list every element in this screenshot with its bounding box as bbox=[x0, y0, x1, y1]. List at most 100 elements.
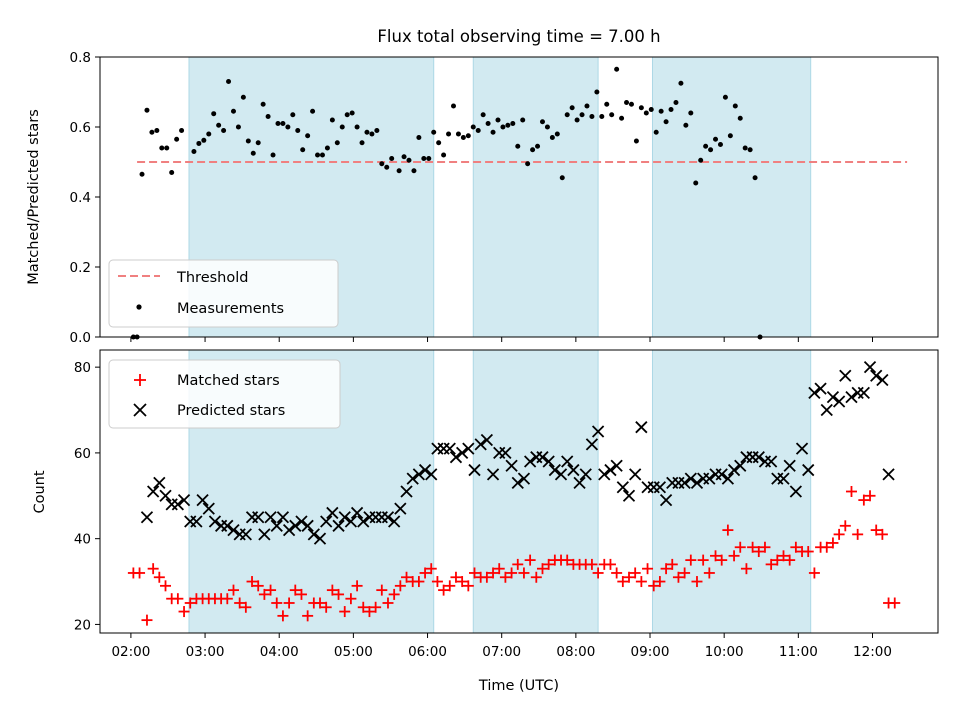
predicted-star-point bbox=[734, 459, 747, 472]
measurement-point bbox=[678, 80, 684, 86]
measurement-point bbox=[554, 131, 560, 137]
measurements-legend-swatch bbox=[136, 304, 142, 310]
measurement-point bbox=[411, 168, 417, 174]
measurement-point bbox=[164, 145, 170, 151]
matched-star-point bbox=[728, 550, 740, 562]
matched-star-point bbox=[648, 580, 660, 592]
x-tick-label: 10:00 bbox=[705, 644, 744, 660]
matched-star-point bbox=[536, 563, 548, 575]
y-tick-label: 0.4 bbox=[70, 190, 91, 206]
measurement-point bbox=[495, 117, 501, 123]
predicted-star-point bbox=[153, 476, 166, 490]
measurement-point bbox=[475, 128, 481, 133]
measurement-point bbox=[727, 133, 733, 139]
measurement-point bbox=[374, 128, 380, 133]
measurement-point bbox=[329, 117, 335, 123]
matched-star-point bbox=[623, 571, 635, 583]
matched-star-point bbox=[734, 541, 746, 553]
measurement-point bbox=[191, 149, 197, 154]
count-y-ticks: 20 40 60 80 bbox=[74, 360, 100, 633]
predicted-star-point bbox=[320, 515, 333, 528]
matched-star-point bbox=[635, 576, 647, 588]
predicted-star-point bbox=[239, 528, 252, 541]
matched-star-point bbox=[710, 550, 722, 562]
predicted-star-point bbox=[876, 373, 889, 387]
x-tick-label: 03:00 bbox=[186, 644, 225, 660]
measurement-point bbox=[319, 152, 325, 158]
y-tick-label: 40 bbox=[74, 532, 91, 548]
matched-star-point bbox=[802, 546, 814, 558]
predicted-star-point bbox=[870, 369, 883, 382]
measurement-point bbox=[544, 124, 550, 130]
predicted-star-point bbox=[388, 515, 401, 528]
predicted-star-point bbox=[622, 489, 636, 502]
measurement-point bbox=[584, 103, 590, 109]
matched-star-point bbox=[672, 571, 684, 583]
matched-star-point bbox=[314, 597, 326, 609]
matched-star-point bbox=[283, 597, 295, 609]
matched-star-point bbox=[271, 597, 283, 609]
ratio-panel: Flux total observing time = 7.00 h 0.00.… bbox=[26, 27, 939, 346]
measurement-point bbox=[401, 154, 407, 160]
measurement-point bbox=[369, 131, 375, 137]
measurement-point bbox=[154, 128, 160, 133]
predicted-star-point bbox=[381, 511, 395, 524]
predicted-star-point bbox=[443, 442, 456, 455]
matched-star-point bbox=[339, 606, 351, 618]
matched-star-point bbox=[889, 597, 901, 609]
matched-star-point bbox=[586, 558, 598, 570]
matched-star-point bbox=[438, 584, 450, 596]
predicted-star-point bbox=[350, 506, 364, 520]
y-tick-label: 20 bbox=[74, 617, 91, 633]
measurement-point bbox=[614, 66, 620, 72]
predicted-star-point bbox=[270, 519, 283, 532]
predicted-star-point bbox=[814, 382, 827, 395]
measurement-point bbox=[255, 140, 261, 146]
measurement-point bbox=[574, 117, 580, 123]
matched-star-point bbox=[141, 614, 153, 626]
predicted-star-point bbox=[357, 515, 370, 528]
predicted-star-point bbox=[882, 468, 895, 481]
predicted-star-point bbox=[289, 519, 302, 532]
x-tick-label: 04:00 bbox=[260, 644, 299, 660]
measurement-point bbox=[539, 119, 545, 125]
predicted-star-point bbox=[282, 523, 296, 537]
predicted-star-point bbox=[653, 481, 667, 494]
matched-star-point bbox=[685, 554, 697, 566]
predicted-star-point bbox=[659, 493, 673, 507]
predicted-star-point bbox=[394, 502, 407, 515]
predicted-star-point bbox=[462, 442, 475, 455]
matched-star-point bbox=[679, 567, 691, 579]
measurement-point bbox=[305, 133, 311, 139]
matched-star-point bbox=[512, 558, 524, 570]
predicted-star-point bbox=[147, 485, 160, 498]
predicted-star-point bbox=[561, 455, 574, 468]
matched-star-point bbox=[691, 576, 703, 588]
predicted-star-point bbox=[456, 446, 469, 460]
predicted-star-point bbox=[721, 472, 735, 485]
matched-star-point bbox=[419, 567, 431, 579]
x-tick-label: 06:00 bbox=[408, 644, 447, 660]
matched-star-point bbox=[444, 580, 456, 592]
measurement-point bbox=[226, 79, 232, 84]
predicted-star-point bbox=[505, 459, 518, 472]
ratio-legend: Threshold Measurements bbox=[108, 259, 339, 328]
predicted-star-point bbox=[258, 528, 271, 541]
predicted-star-point bbox=[517, 472, 531, 485]
measurement-point bbox=[510, 121, 516, 126]
measurement-point bbox=[339, 124, 345, 130]
measurement-point bbox=[240, 94, 246, 100]
matched-star-point bbox=[629, 567, 641, 579]
predicted-star-point bbox=[845, 391, 858, 404]
measurement-point bbox=[245, 138, 251, 144]
predicted-star-point bbox=[468, 463, 481, 477]
measurement-point bbox=[619, 115, 625, 121]
x-tick-label: 09:00 bbox=[631, 644, 670, 660]
matched-star-point bbox=[160, 580, 172, 592]
observing-window-3 bbox=[651, 349, 812, 634]
measurement-point bbox=[344, 112, 350, 118]
matched-star-point bbox=[277, 610, 289, 622]
measurement-point bbox=[589, 114, 595, 119]
predicted-star-point bbox=[196, 493, 209, 507]
